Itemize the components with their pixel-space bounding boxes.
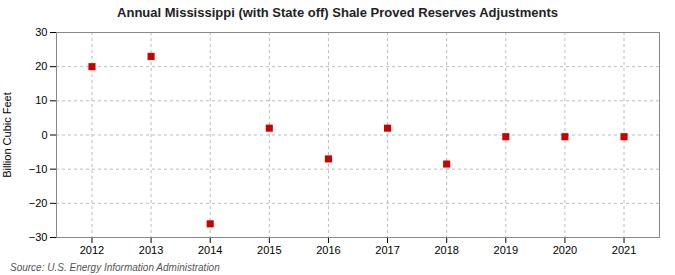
- svg-text:2018: 2018: [434, 244, 458, 256]
- svg-text:2021: 2021: [612, 244, 636, 256]
- svg-text:−20: −20: [29, 197, 48, 209]
- svg-text:2013: 2013: [139, 244, 163, 256]
- svg-text:2017: 2017: [375, 244, 399, 256]
- svg-text:2015: 2015: [257, 244, 281, 256]
- svg-text:20: 20: [35, 60, 47, 72]
- svg-text:2012: 2012: [80, 244, 104, 256]
- svg-text:0: 0: [41, 129, 47, 141]
- svg-text:10: 10: [35, 94, 47, 106]
- svg-text:30: 30: [35, 26, 47, 38]
- svg-text:2014: 2014: [198, 244, 222, 256]
- svg-text:2020: 2020: [553, 244, 577, 256]
- svg-text:2019: 2019: [494, 244, 518, 256]
- html-text:Source: U.S. Energy Informatio: Source: U.S. Energy Information Administ…: [10, 262, 220, 273]
- svg-text:2016: 2016: [316, 244, 340, 256]
- svg-text:−10: −10: [29, 163, 48, 175]
- svg-text:Billion Cubic Feet: Billion Cubic Feet: [1, 92, 13, 178]
- svg-text:−30: −30: [29, 231, 48, 243]
- html-text:Annual Mississippi (with State: Annual Mississippi (with State off) Shal…: [117, 5, 558, 20]
